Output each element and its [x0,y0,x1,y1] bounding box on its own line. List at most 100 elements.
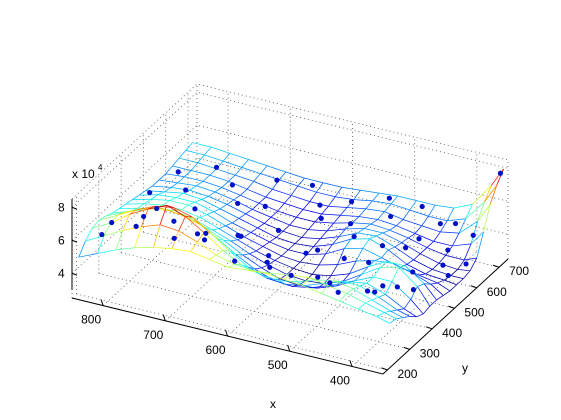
mesh-line [426,241,434,248]
mesh-line [440,231,460,234]
mesh-line [333,215,341,224]
mesh-line [293,261,301,269]
mesh-line [409,200,417,211]
mesh-line [202,180,222,188]
mesh-line [408,233,416,239]
mesh-line [205,227,225,241]
mesh-line [169,197,177,201]
mesh-line [178,230,198,243]
data-point [154,205,160,212]
mesh-line [403,315,410,318]
mesh-line [179,157,198,164]
mesh-line [409,209,429,217]
mesh-line [111,208,120,214]
x-tick-label: 800 [81,313,101,327]
mesh-line [164,191,184,194]
data-point [341,255,347,262]
data-point [183,187,189,193]
mesh-line [286,268,294,275]
mesh-line [339,293,347,302]
mesh-line [323,275,332,284]
mesh-line [365,299,373,304]
mesh-line [188,204,208,215]
mesh-line [446,207,455,221]
mesh-line [115,247,135,251]
mesh-line [97,235,105,254]
mesh-line [176,197,196,203]
mesh-line [463,270,471,279]
mesh-line [379,192,398,197]
mesh-line [209,254,217,260]
data-point [394,284,400,290]
mesh-line [261,264,269,269]
mesh-line [360,189,380,194]
mesh-line [209,174,229,182]
mesh-line [421,225,441,233]
mesh-line [371,296,379,301]
data-point [99,231,105,238]
mesh-line [390,195,399,205]
mesh-line [308,229,328,232]
mesh-line [358,216,378,220]
mesh-line [470,221,479,245]
data-point [317,202,323,208]
mesh-line [218,228,238,241]
mesh-line [413,259,433,270]
mesh-line [341,281,361,287]
mesh-line [301,237,321,240]
mesh-line [246,269,266,274]
mesh-line [200,217,220,229]
mesh-line [241,166,261,174]
mesh-line [385,294,405,310]
mesh-line [403,308,417,318]
mesh-line [334,187,343,197]
mesh-line [257,227,277,238]
mesh-line [209,168,217,176]
mesh-line [410,299,424,315]
mesh-line [433,231,441,242]
mesh-line [325,248,345,255]
data-point [201,237,208,243]
mesh-line [348,281,367,284]
mesh-line [458,218,467,234]
mesh-line [252,202,260,210]
data-points [99,164,504,295]
mesh-line [450,275,464,279]
mesh-line [270,216,290,226]
mesh-line [358,208,367,217]
mesh-line [402,219,422,227]
data-point [235,232,241,238]
x-tick-label: 600 [206,343,226,357]
mesh-line [303,285,311,289]
mesh-line [202,174,211,182]
data-point [463,261,469,267]
data-point [347,221,354,227]
mesh-line [364,228,384,234]
mesh-line [165,173,185,178]
mesh-line [390,309,398,312]
mesh-line [165,165,173,175]
mesh-line [232,222,252,233]
mesh-line [253,173,261,182]
data-point [314,247,321,253]
mesh-line [191,170,210,176]
mesh-line [274,260,294,269]
mesh-line [240,194,260,204]
mesh-line [289,224,309,231]
floor-gridline-x [227,220,353,337]
mesh-line [220,208,240,219]
x-axis-label: x [270,397,276,411]
mesh-line [320,236,339,240]
mesh-line [162,200,170,206]
mesh-line [172,157,180,167]
mesh-line [209,259,229,268]
mesh-line [376,235,396,248]
mesh-line [311,264,320,275]
data-point [264,259,270,265]
mesh-line [272,188,292,196]
data-point [419,203,425,210]
data-point [364,288,371,294]
mesh-line [215,254,235,265]
data-point [303,250,309,256]
mesh-line [227,264,235,268]
